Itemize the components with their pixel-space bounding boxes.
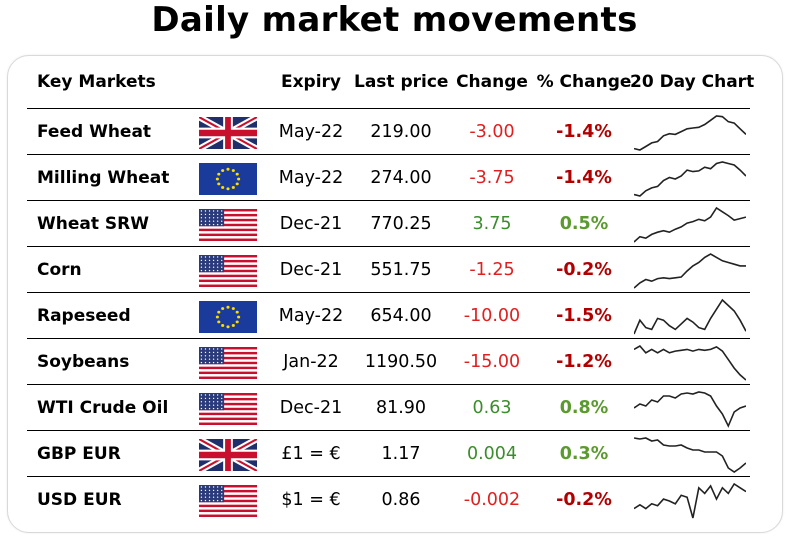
expiry-cell: May-22 — [278, 306, 344, 326]
market-name: USD EUR — [37, 490, 122, 510]
table-row: GBP EUR £1 = € 1.17 0.004 0.3% — [0, 431, 789, 477]
sparkline-line — [634, 253, 746, 289]
row-divider — [27, 476, 750, 477]
market-name: Milling Wheat — [37, 168, 170, 188]
sparkline-line — [634, 161, 746, 197]
us-flag-icon — [199, 393, 257, 425]
expiry-cell: Jan-22 — [283, 352, 339, 372]
us-flag-icon — [199, 347, 257, 379]
change-cell: -1.25 — [469, 260, 515, 280]
row-divider — [27, 200, 750, 201]
sparkline-chart — [634, 206, 746, 243]
sparkline-chart — [634, 115, 746, 151]
expiry-cell: £1 = € — [281, 444, 341, 464]
eu-flag-icon — [199, 301, 257, 333]
sparkline-line — [634, 115, 746, 151]
pct-change-cell: -0.2% — [556, 490, 612, 510]
pct-change-cell: -1.5% — [556, 306, 612, 326]
sparkline-line — [634, 344, 746, 381]
sparkline-line — [634, 298, 746, 335]
market-table-card — [7, 55, 783, 533]
last-price-cell: 654.00 — [370, 306, 432, 326]
last-price-cell: 1.17 — [381, 444, 421, 464]
pct-change-cell: 0.5% — [559, 214, 609, 234]
change-cell: -0.002 — [463, 490, 521, 510]
change-cell: 3.75 — [472, 214, 512, 234]
market-name: Wheat SRW — [37, 214, 149, 234]
header-key-markets: Key Markets — [37, 72, 156, 92]
gb-flag-icon — [199, 117, 257, 149]
last-price-cell: 1190.50 — [364, 352, 438, 372]
change-cell: 0.63 — [472, 398, 512, 418]
header-divider — [27, 108, 750, 109]
market-name: WTI Crude Oil — [37, 398, 169, 418]
pct-change-cell: 0.8% — [559, 398, 609, 418]
last-price-cell: 81.90 — [375, 398, 427, 418]
change-cell: -10.00 — [463, 306, 521, 326]
sparkline-line — [634, 391, 746, 428]
eu-flag-icon — [199, 163, 257, 195]
last-price-cell: 274.00 — [370, 168, 432, 188]
market-name: Soybeans — [37, 352, 130, 372]
row-divider — [27, 338, 750, 339]
market-name: Feed Wheat — [37, 122, 152, 142]
market-name: Rapeseed — [37, 306, 131, 326]
table-row: Rapeseed May-22 654.00 -10.00 -1.5% — [0, 293, 789, 339]
change-cell: -3.00 — [469, 122, 515, 142]
table-row: Soybeans Jan-22 1190.50 -15.00 -1.2% — [0, 339, 789, 385]
sparkline-chart — [634, 344, 746, 381]
sparkline-line — [634, 482, 746, 519]
change-cell: -3.75 — [469, 168, 515, 188]
pct-change-cell: -1.4% — [556, 168, 612, 188]
row-divider — [27, 292, 750, 293]
last-price-cell: 0.86 — [381, 490, 421, 510]
table-row: Corn Dec-21 551.75 -1.25 -0.2% — [0, 247, 789, 293]
header-last-price: Last price — [354, 72, 449, 92]
sparkline-line — [634, 206, 746, 243]
sparkline-line — [634, 437, 746, 473]
expiry-cell: May-22 — [278, 168, 344, 188]
pct-change-cell: -0.2% — [556, 260, 612, 280]
us-flag-icon — [199, 255, 257, 287]
last-price-cell: 551.75 — [370, 260, 432, 280]
pct-change-cell: -1.4% — [556, 122, 612, 142]
sparkline-chart — [634, 482, 746, 519]
row-divider — [27, 430, 750, 431]
us-flag-icon — [199, 485, 257, 517]
last-price-cell: 770.25 — [370, 214, 432, 234]
header-change: Change — [456, 72, 528, 92]
header-pct-change: % Change — [536, 72, 632, 92]
header-20-day-chart: 20 Day Chart — [630, 72, 755, 92]
expiry-cell: Dec-21 — [279, 398, 343, 418]
expiry-cell: Dec-21 — [279, 214, 343, 234]
pct-change-cell: 0.3% — [559, 444, 609, 464]
expiry-cell: Dec-21 — [279, 260, 343, 280]
sparkline-chart — [634, 161, 746, 197]
row-divider — [27, 246, 750, 247]
last-price-cell: 219.00 — [370, 122, 432, 142]
expiry-cell: $1 = € — [281, 490, 341, 510]
table-row: Feed Wheat May-22 219.00 -3.00 -1.4% — [0, 109, 789, 155]
table-row: USD EUR $1 = € 0.86 -0.002 -0.2% — [0, 477, 789, 523]
change-cell: -15.00 — [463, 352, 521, 372]
row-divider — [27, 154, 750, 155]
page-title: Daily market movements — [151, 0, 638, 40]
table-row: Milling Wheat May-22 274.00 -3.75 -1.4% — [0, 155, 789, 201]
sparkline-chart — [634, 298, 746, 335]
sparkline-chart — [634, 253, 746, 289]
us-flag-icon — [199, 209, 257, 241]
market-name: GBP EUR — [37, 444, 121, 464]
table-row: WTI Crude Oil Dec-21 81.90 0.63 0.8% — [0, 385, 789, 431]
change-cell: 0.004 — [466, 444, 518, 464]
row-divider — [27, 384, 750, 385]
sparkline-chart — [634, 391, 746, 428]
pct-change-cell: -1.2% — [556, 352, 612, 372]
table-row: Wheat SRW Dec-21 770.25 3.75 0.5% — [0, 201, 789, 247]
header-expiry: Expiry — [280, 72, 342, 92]
sparkline-chart — [634, 437, 746, 473]
gb-flag-icon — [199, 439, 257, 471]
expiry-cell: May-22 — [278, 122, 344, 142]
market-name: Corn — [37, 260, 82, 280]
